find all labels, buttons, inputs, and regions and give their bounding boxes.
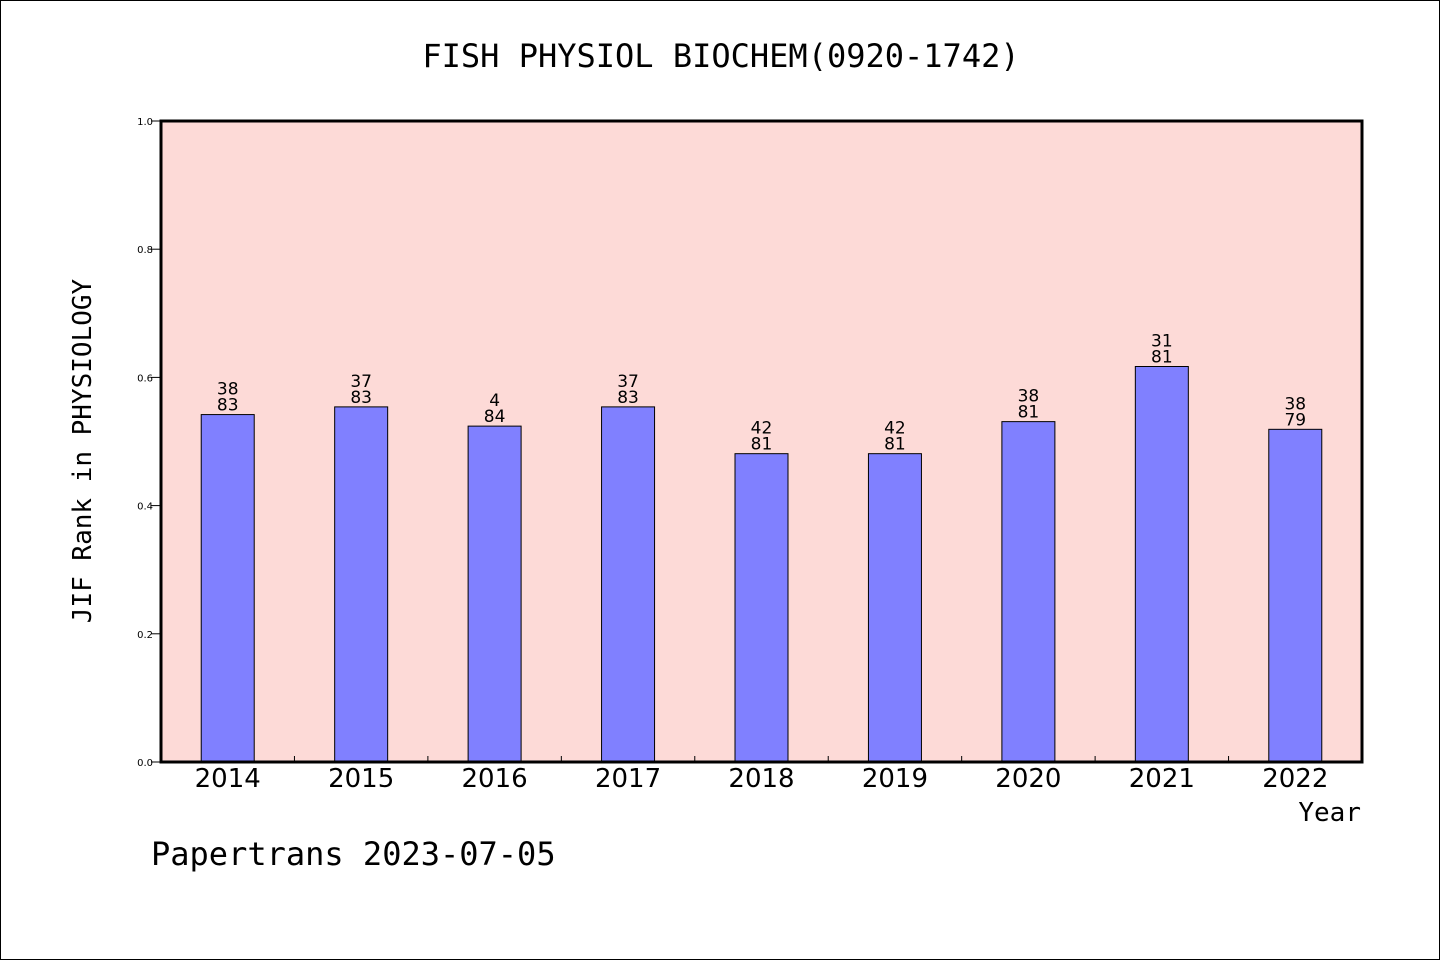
x-tick-label: 2019 bbox=[862, 764, 928, 794]
bar-2017 bbox=[601, 406, 656, 763]
bar-label-total: 81 bbox=[884, 435, 906, 455]
bar-label-rank: 38 bbox=[1018, 387, 1040, 407]
bar-label-rank: 37 bbox=[617, 372, 639, 392]
bar-2016 bbox=[467, 425, 522, 763]
bar-label-rank: 38 bbox=[217, 380, 239, 400]
bar-2019 bbox=[867, 453, 922, 763]
bar-label-total: 84 bbox=[484, 407, 506, 427]
y-tick-label: 0.6 bbox=[137, 373, 153, 384]
bar-2022 bbox=[1268, 428, 1323, 763]
bar-label-rank: 38 bbox=[1284, 394, 1306, 414]
bar-label-total: 83 bbox=[350, 388, 372, 408]
bar-label-total: 79 bbox=[1284, 410, 1306, 430]
bar-label-total: 83 bbox=[617, 388, 639, 408]
x-tick-label: 2017 bbox=[595, 764, 661, 794]
y-axis-label: JIF Rank in PHYSIOLOGY bbox=[68, 278, 98, 623]
bar-series bbox=[200, 366, 1323, 763]
bar-2018 bbox=[734, 453, 789, 763]
y-axis: 0.0 0.2 0.4 0.6 0.8 1.0 bbox=[137, 117, 161, 769]
plot-border bbox=[159, 119, 1364, 764]
bar-2015 bbox=[334, 406, 389, 763]
bar-label-rank: 37 bbox=[350, 372, 372, 392]
bar-label-total: 81 bbox=[751, 435, 773, 455]
bar-label-rank: 4 bbox=[489, 391, 500, 411]
x-axis-label: Year bbox=[1298, 798, 1361, 828]
x-tick-label: 2014 bbox=[195, 764, 261, 794]
bar-2020 bbox=[1001, 421, 1056, 763]
bar-label-total: 83 bbox=[217, 396, 239, 416]
x-tick-label: 2015 bbox=[328, 764, 394, 794]
y-tick-label: 0.0 bbox=[137, 758, 153, 769]
y-tick-label: 0.8 bbox=[137, 245, 153, 256]
y-tick-label: 0.2 bbox=[137, 630, 153, 641]
x-tick-label: 2021 bbox=[1129, 764, 1195, 794]
bar-label-total: 81 bbox=[1018, 403, 1040, 423]
x-tick-label: 2018 bbox=[728, 764, 794, 794]
bar-label-rank: 31 bbox=[1151, 332, 1173, 352]
bar-label-total: 81 bbox=[1151, 348, 1173, 368]
y-tick-label: 1.0 bbox=[137, 117, 153, 128]
footer-credit: Papertrans 2023-07-05 bbox=[151, 835, 556, 873]
x-tick-label: 2020 bbox=[995, 764, 1061, 794]
bar-label-rank: 42 bbox=[884, 419, 906, 439]
chart-title: FISH PHYSIOL BIOCHEM(0920-1742) bbox=[422, 37, 1019, 75]
bar-label-rank: 42 bbox=[751, 419, 773, 439]
y-tick-label: 0.4 bbox=[137, 502, 153, 513]
x-axis: 2014 2015 2016 2017 2018 2019 2020 2021 2022 bbox=[195, 756, 1328, 794]
bar-2021 bbox=[1134, 366, 1189, 763]
x-tick-label: 2016 bbox=[462, 764, 528, 794]
bar-2014 bbox=[200, 414, 255, 763]
x-tick-label: 2022 bbox=[1262, 764, 1328, 794]
